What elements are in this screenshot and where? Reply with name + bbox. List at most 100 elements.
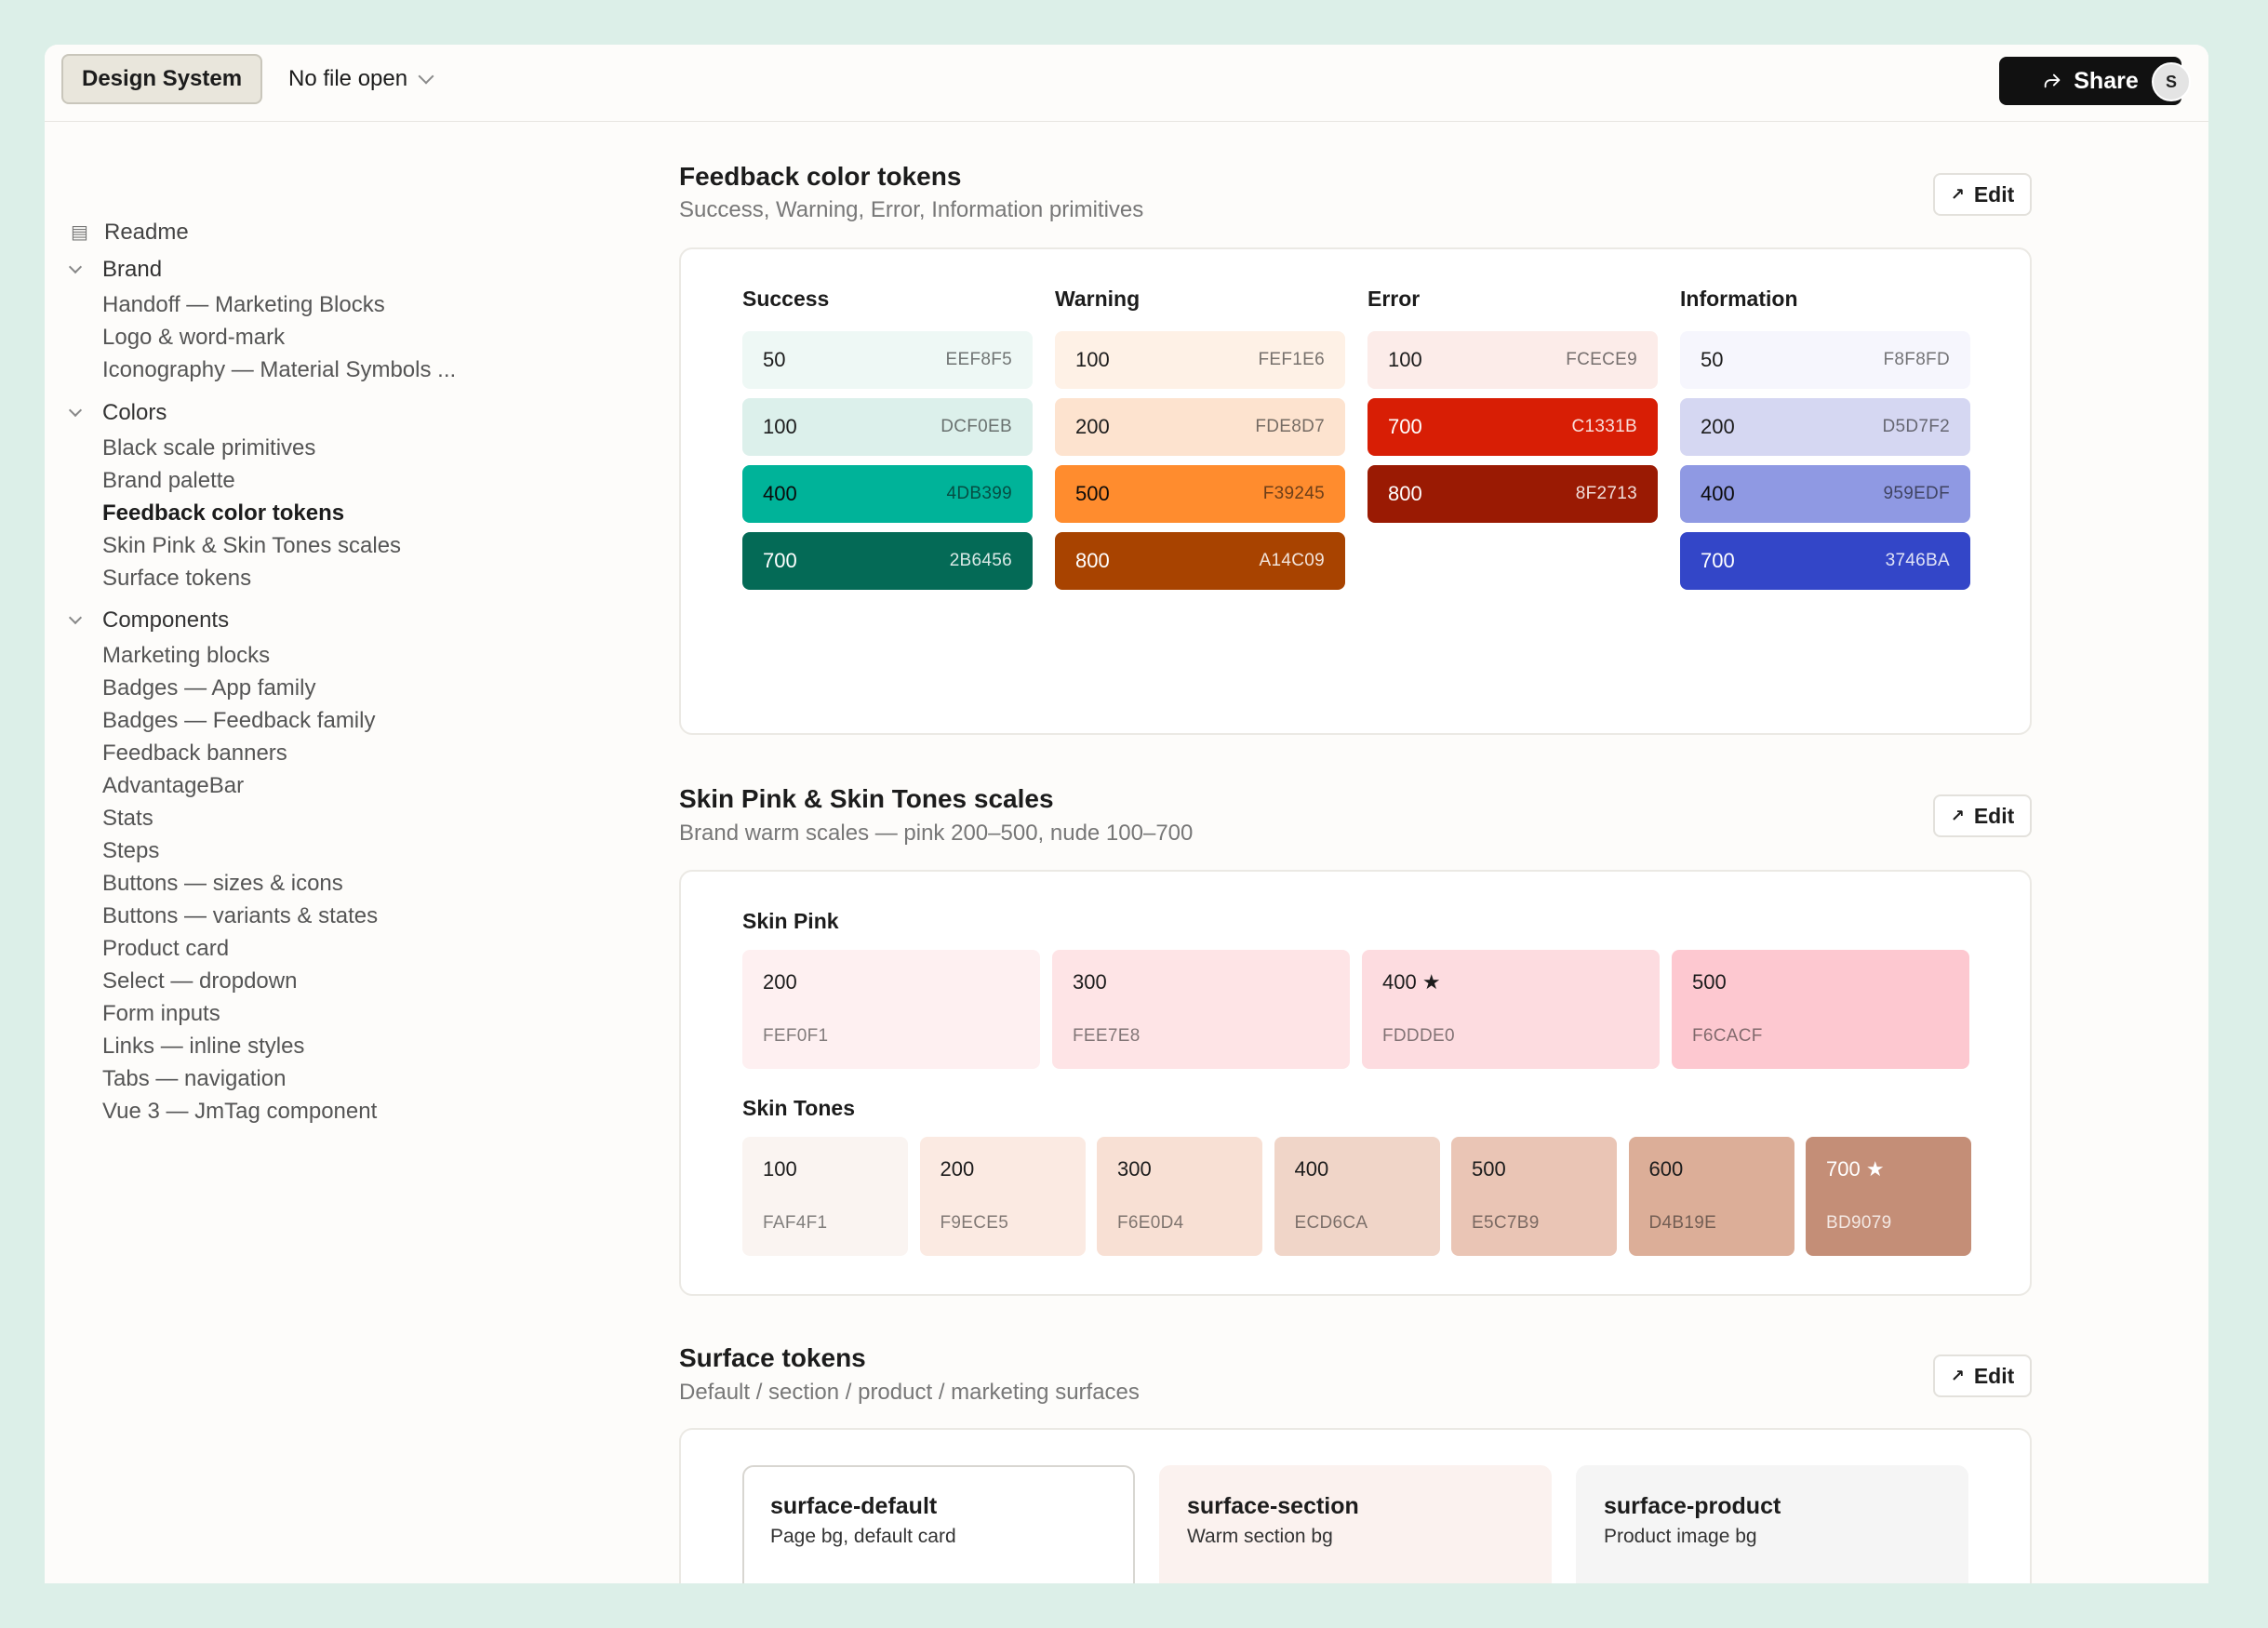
sidebar-group-0[interactable]: Brand xyxy=(68,251,163,288)
arrow-up-right-icon: ↗ xyxy=(1950,806,1965,825)
edit-button-surface[interactable]: ↗ Edit xyxy=(1933,1354,2032,1397)
swatch-step-row: 100 xyxy=(763,1157,887,1181)
sidebar-item[interactable]: Buttons — sizes & icons xyxy=(102,871,343,896)
sidebar-item[interactable]: Marketing blocks xyxy=(102,643,271,668)
color-swatch[interactable]: 500 F6CACF xyxy=(1672,950,1969,1069)
sidebar-group-label: Brand xyxy=(102,257,163,282)
color-swatch[interactable]: 200 D5D7F2 xyxy=(1680,398,1970,456)
color-swatch[interactable]: 200 FEF0F1 xyxy=(742,950,1040,1069)
color-swatch[interactable]: 300 FEE7E8 xyxy=(1052,950,1350,1069)
sidebar-item[interactable]: Tabs — navigation xyxy=(102,1066,287,1091)
color-swatch[interactable]: 700 2B6456 xyxy=(742,532,1033,590)
surface-tile[interactable]: surface-default Page bg, default card xyxy=(742,1465,1135,1583)
column-title: Error xyxy=(1367,287,1421,311)
color-swatch[interactable]: 100 FEF1E6 xyxy=(1055,331,1345,389)
color-swatch[interactable]: 100 FAF4F1 xyxy=(742,1137,908,1256)
avatar[interactable]: S xyxy=(2152,62,2191,101)
swatch-step: 200 xyxy=(940,1157,975,1181)
sidebar-item[interactable]: Brand palette xyxy=(102,468,235,493)
swatch-hex: FEE7E8 xyxy=(1073,1026,1141,1046)
edit-label: Edit xyxy=(1973,803,2015,828)
swatch-step: 500 xyxy=(1692,970,1727,994)
swatch-step: 100 xyxy=(763,415,797,438)
share-button[interactable]: Share xyxy=(1999,57,2181,105)
section-subtitle-skin: Brand warm scales — pink 200–500, nude 1… xyxy=(679,821,1194,846)
file-select-dropdown[interactable]: No file open xyxy=(288,54,434,104)
swatch-step: 700 xyxy=(1388,415,1422,438)
color-swatch[interactable]: 100 FCECE9 xyxy=(1367,331,1658,389)
swatch-step-row: 200 xyxy=(763,970,1020,994)
color-swatch[interactable]: 800 A14C09 xyxy=(1055,532,1345,590)
section-subtitle-feedback: Success, Warning, Error, Information pri… xyxy=(679,197,1144,222)
swatch-hex: C1331B xyxy=(1571,417,1637,436)
color-swatch[interactable]: 100 DCF0EB xyxy=(742,398,1033,456)
surface-tile[interactable]: surface-section Warm section bg xyxy=(1159,1465,1552,1583)
swatch-step: 800 xyxy=(1388,482,1422,505)
swatch-step: 100 xyxy=(1075,348,1110,371)
sidebar-item[interactable]: Vue 3 — JmTag component xyxy=(102,1099,378,1124)
sidebar-item[interactable]: Surface tokens xyxy=(102,566,252,591)
sidebar-item[interactable]: Product card xyxy=(102,936,230,961)
swatch-hex: 8F2713 xyxy=(1575,484,1637,503)
swatch-step-row: 500 xyxy=(1472,1157,1596,1181)
sidebar-item[interactable]: Iconography — Material Symbols ... xyxy=(102,357,457,382)
swatch-step: 200 xyxy=(1075,415,1110,438)
sidebar-item[interactable]: Badges — App family xyxy=(102,675,316,701)
sidebar-item[interactable]: AdvantageBar xyxy=(102,773,245,798)
sidebar-item[interactable]: Stats xyxy=(102,806,153,831)
color-swatch[interactable]: 200 F9ECE5 xyxy=(919,1137,1086,1256)
sidebar-item[interactable]: Feedback banners xyxy=(102,741,287,766)
design-system-button[interactable]: Design System xyxy=(61,54,263,104)
app-window: Design System No file open Share S ▤ Rea… xyxy=(45,45,2208,1583)
color-swatch[interactable]: 700 ★ BD9079 xyxy=(1806,1137,1971,1256)
arrow-up-right-icon: ↗ xyxy=(1950,1366,1965,1385)
color-swatch[interactable]: 600 D4B19E xyxy=(1628,1137,1794,1256)
sidebar-item[interactable]: Steps xyxy=(102,838,160,863)
color-swatch[interactable]: 200 FDE8D7 xyxy=(1055,398,1345,456)
sidebar-item[interactable]: Feedback color tokens xyxy=(102,500,345,526)
color-swatch[interactable]: 50 EEF8F5 xyxy=(742,331,1033,389)
color-swatch[interactable]: 500 F39245 xyxy=(1055,465,1345,523)
swatch-hex: FAF4F1 xyxy=(763,1213,828,1233)
swatch-step-row: 500 xyxy=(1692,970,1949,994)
sidebar-item-readme[interactable]: ▤ Readme xyxy=(71,214,189,251)
edit-button-skin[interactable]: ↗ Edit xyxy=(1933,794,2032,837)
sidebar-item[interactable]: Black scale primitives xyxy=(102,435,316,460)
chevron-down-icon xyxy=(418,68,434,85)
edit-button-feedback[interactable]: ↗ Edit xyxy=(1933,173,2032,216)
sidebar-item[interactable]: Skin Pink & Skin Tones scales xyxy=(102,533,402,558)
color-swatch[interactable]: 800 8F2713 xyxy=(1367,465,1658,523)
swatch-step: 800 xyxy=(1075,549,1110,572)
section-title-feedback: Feedback color tokens xyxy=(679,162,962,191)
column-title: Information xyxy=(1680,287,1798,311)
sidebar-group-1[interactable]: Colors xyxy=(68,394,167,432)
color-swatch[interactable]: 700 C1331B xyxy=(1367,398,1658,456)
color-swatch[interactable]: 700 3746BA xyxy=(1680,532,1970,590)
sidebar-item[interactable]: Logo & word-mark xyxy=(102,325,286,350)
color-swatch[interactable]: 300 F6E0D4 xyxy=(1097,1137,1262,1256)
chevron-down-icon xyxy=(68,403,83,418)
surface-tokens-card: surface-default Page bg, default card surf… xyxy=(679,1428,2032,1583)
sidebar-item[interactable]: Buttons — variants & states xyxy=(102,903,379,928)
swatch-step: 100 xyxy=(1388,348,1422,371)
feedback-tokens-card: Success 50 EEF8F5 100 DCF0EB 400 4DB399 700 2B64… xyxy=(679,247,2032,735)
sidebar-group-2[interactable]: Components xyxy=(68,602,229,639)
sidebar-item[interactable]: Select — dropdown xyxy=(102,968,298,994)
file-select-label: No file open xyxy=(288,66,408,91)
swatch-hex: FDDDE0 xyxy=(1382,1026,1455,1046)
sidebar-item[interactable]: Links — inline styles xyxy=(102,1034,305,1059)
color-swatch[interactable]: 50 F8F8FD xyxy=(1680,331,1970,389)
color-swatch[interactable]: 500 E5C7B9 xyxy=(1451,1137,1617,1256)
surface-name: surface-product xyxy=(1604,1493,1781,1519)
color-swatch[interactable]: 400 ★ FDDDE0 xyxy=(1362,950,1660,1069)
sidebar-item[interactable]: Form inputs xyxy=(102,1001,220,1026)
column-title: Warning xyxy=(1055,287,1141,311)
color-swatch[interactable]: 400 959EDF xyxy=(1680,465,1970,523)
swatch-step: 600 xyxy=(1648,1157,1684,1181)
swatch-step-row: 200 xyxy=(941,1157,1065,1181)
sidebar-item[interactable]: Badges — Feedback family xyxy=(102,708,376,733)
color-swatch[interactable]: 400 4DB399 xyxy=(742,465,1033,523)
surface-tile[interactable]: surface-product Product image bg xyxy=(1576,1465,1968,1583)
color-swatch[interactable]: 400 ECD6CA xyxy=(1274,1137,1440,1256)
sidebar-item[interactable]: Handoff — Marketing Blocks xyxy=(102,292,385,317)
